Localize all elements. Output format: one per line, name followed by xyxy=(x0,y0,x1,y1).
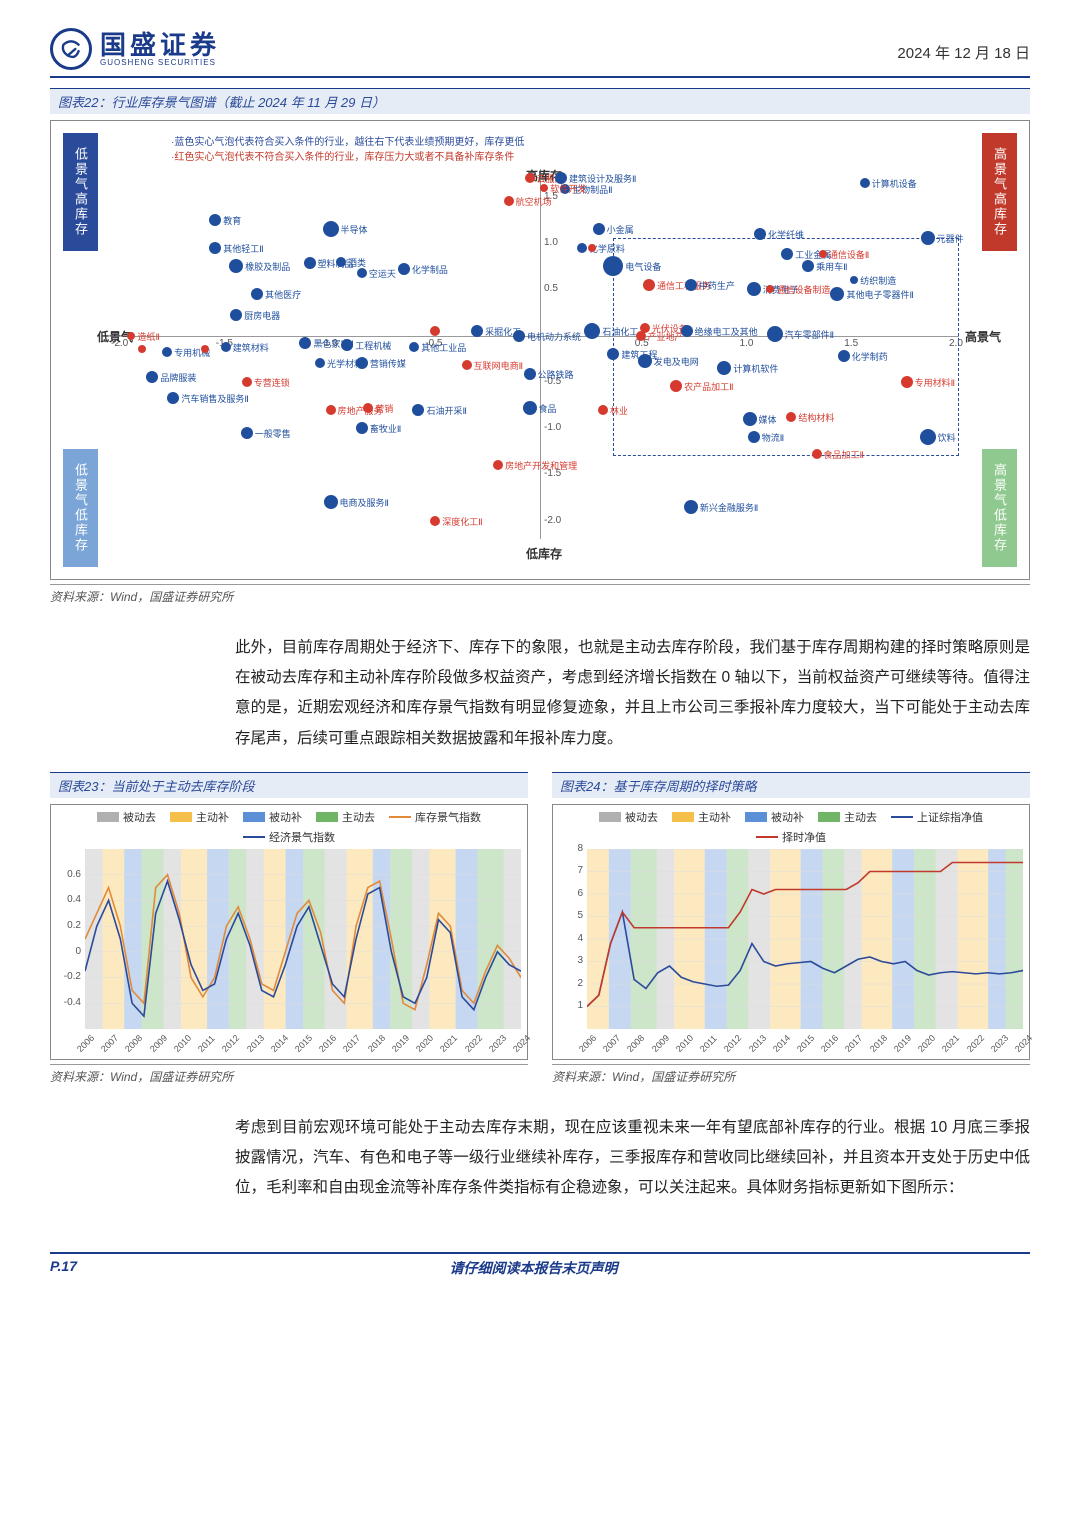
logo-text-en: GUOSHENG SECURITIES xyxy=(100,58,220,67)
fig22-legend-note: ·蓝色实心气泡代表符合买入条件的行业，越往右下代表业绩预期更好，库存更低 ·红色… xyxy=(171,135,524,165)
fig22-source: 资料来源：Wind，国盛证券研究所 xyxy=(50,584,1030,605)
footer-note: 请仔细阅读本报告末页声明 xyxy=(450,1258,618,1278)
paragraph-1: 此外，目前库存周期处于经济下、库存下的象限，也就是主动去库存阶段，我们基于库存周… xyxy=(235,633,1030,754)
logo: 国盛证券 GUOSHENG SECURITIES xyxy=(50,28,220,70)
page-number: P.17 xyxy=(50,1258,77,1278)
fig23-chart: 被动去主动补被动补主动去库存景气指数经济景气指数-0.4-0.200.20.40… xyxy=(50,804,528,1060)
fig24-title: 图表24：基于库存周期的择时策略 xyxy=(552,772,1030,798)
paragraph-2: 考虑到目前宏观环境可能处于主动去库存末期，现在应该重视未来一年有望底部补库存的行… xyxy=(235,1113,1030,1204)
fig24-chart: 被动去主动补被动补主动去上证综指净值择时净值123456782006200720… xyxy=(552,804,1030,1060)
corner-label-tl: 低景气高库存 xyxy=(63,133,98,251)
fig23-title: 图表23：当前处于主动去库存阶段 xyxy=(50,772,528,798)
fig23-source: 资料来源：Wind，国盛证券研究所 xyxy=(50,1064,528,1085)
corner-label-tr: 高景气高库存 xyxy=(982,133,1017,251)
corner-label-br: 高景气低库存 xyxy=(982,449,1017,567)
page-header: 国盛证券 GUOSHENG SECURITIES 2024 年 12 月 18 … xyxy=(50,28,1030,78)
logo-text-cn: 国盛证券 xyxy=(100,32,220,58)
logo-icon xyxy=(50,28,92,70)
corner-label-bl: 低景气低库存 xyxy=(63,449,98,567)
report-date: 2024 年 12 月 18 日 xyxy=(897,28,1030,63)
fig22-title: 图表22：行业库存景气图谱（截止 2024 年 11 月 29 日） xyxy=(50,88,1030,114)
fig22-chart: 低景气高库存 高景气高库存 低景气低库存 高景气低库存 ·蓝色实心气泡代表符合买… xyxy=(50,120,1030,580)
page-footer: P.17 请仔细阅读本报告末页声明 xyxy=(50,1252,1030,1278)
fig24-source: 资料来源：Wind，国盛证券研究所 xyxy=(552,1064,1030,1085)
